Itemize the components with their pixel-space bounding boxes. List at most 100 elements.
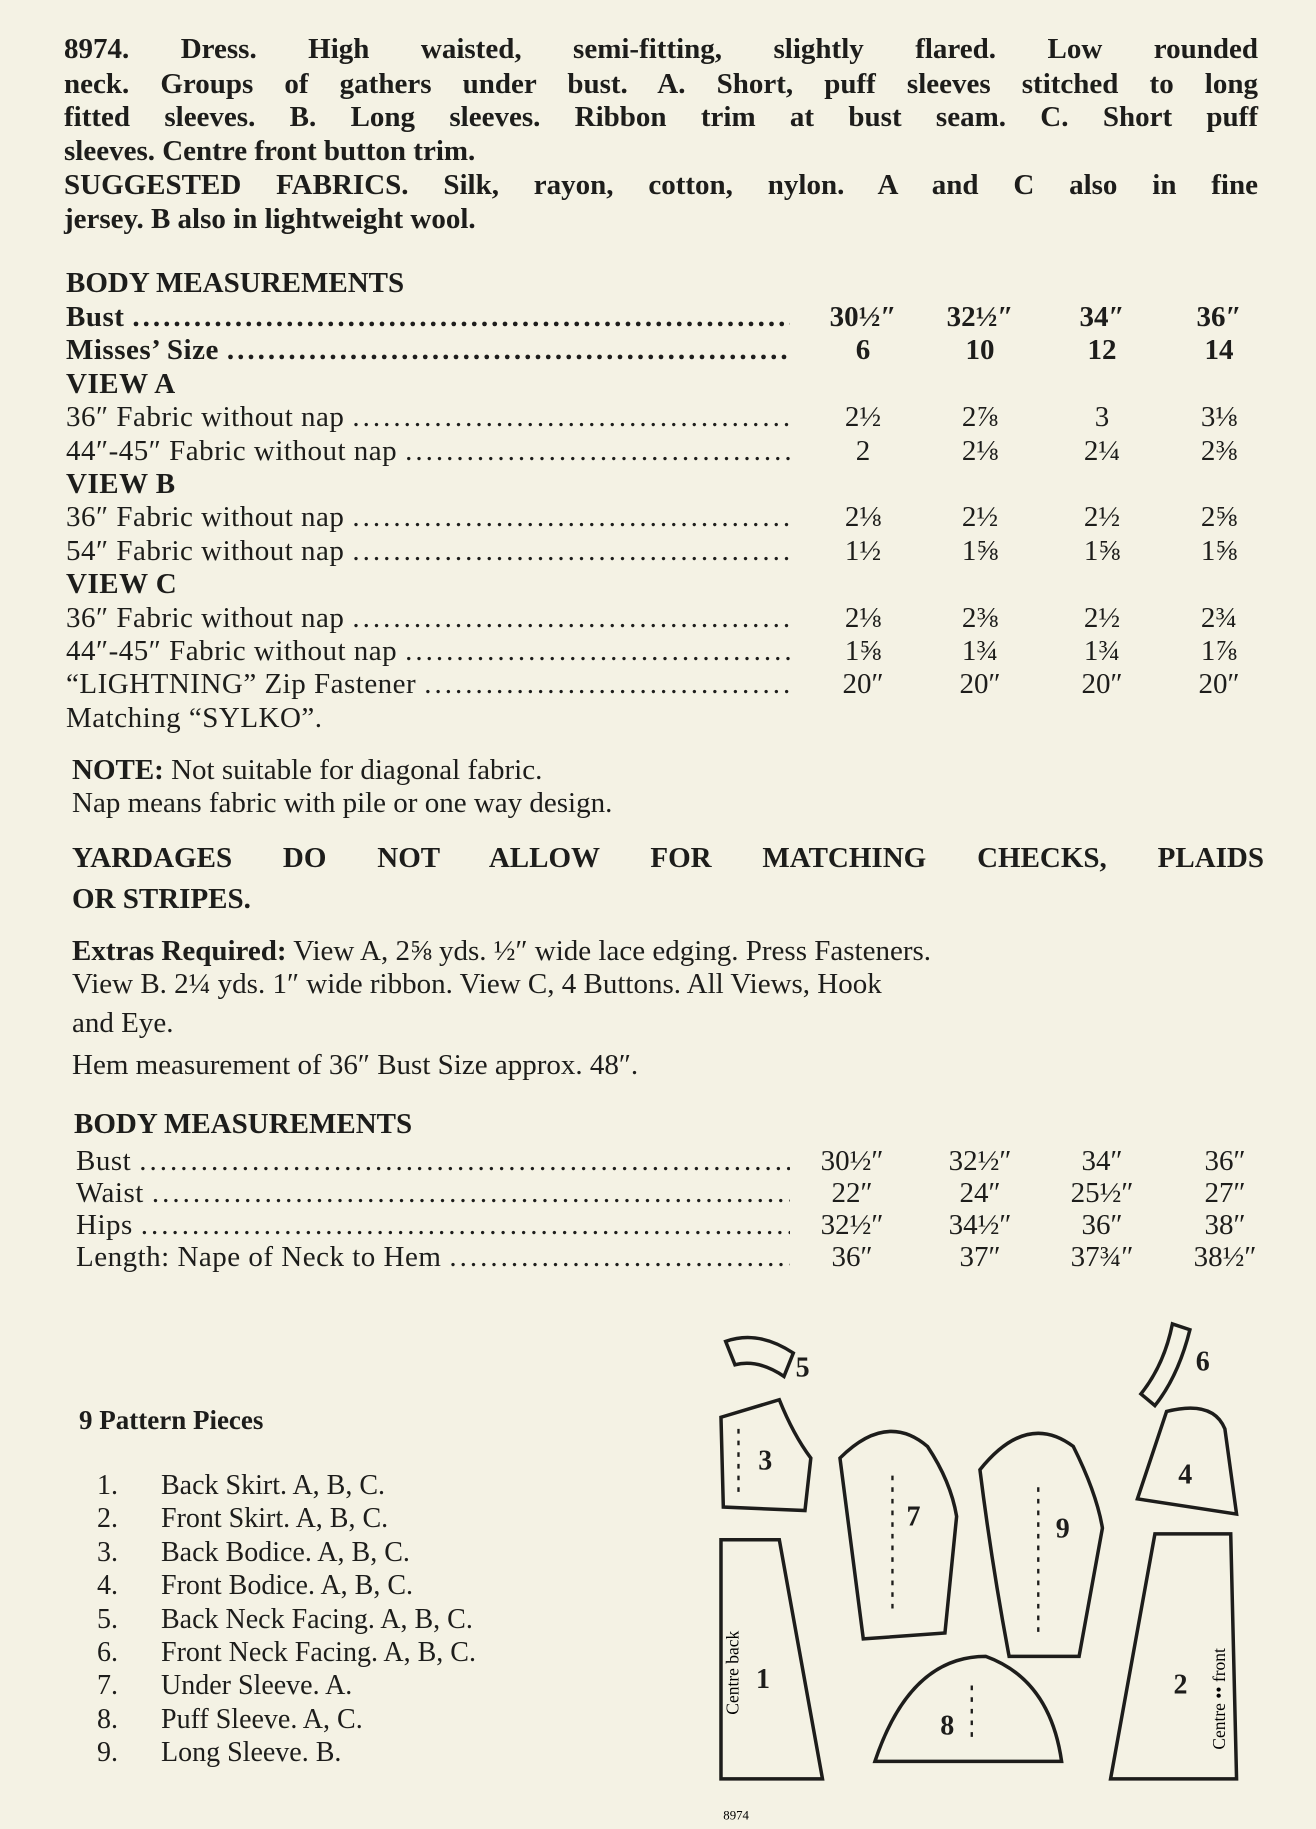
size-value: 30½″	[829, 301, 897, 333]
row-label: 44″-45″ Fabric without nap	[66, 635, 398, 667]
size-value: 37¾″	[1070, 1241, 1134, 1273]
row-label: 36″ Fabric without nap	[66, 601, 345, 634]
size-value: 36″	[831, 1241, 873, 1273]
row-label: VIEW B	[66, 468, 176, 500]
size-value: 30½″	[820, 1145, 884, 1177]
row-label: Bust	[76, 1145, 132, 1177]
size-value: 38″	[1204, 1209, 1246, 1241]
row-label: VIEW A	[66, 367, 176, 400]
dot-leader: ........................................…	[449, 1241, 790, 1273]
yardages-warning-cont: OR STRIPES.	[72, 883, 251, 915]
dot-leader: ........................................…	[140, 1209, 790, 1241]
size-value: 2¼	[1083, 434, 1121, 467]
piece-label-4: 4	[1178, 1460, 1192, 1491]
size-value: 34½″	[948, 1209, 1012, 1241]
size-value: 1⅝	[961, 534, 999, 567]
extras-line-2: View B. 2¼ yds. 1″ wide ribbon. View C, …	[72, 968, 882, 1000]
dot-leader: ........................................…	[151, 1177, 790, 1209]
piece-6-front-neck-facing	[1138, 1321, 1192, 1409]
pattern-piece-item: Long Sleeve. B.	[161, 1737, 342, 1769]
size-value: 1½	[844, 534, 882, 567]
size-value: 1⅝	[844, 635, 882, 667]
size-value: 27″	[1204, 1177, 1246, 1209]
yardages-warning: YARDAGES DO NOT ALLOW FOR MATCHING CHECK…	[72, 842, 1264, 874]
size-value: 1¾	[961, 635, 999, 667]
piece-5-back-neck-facing	[723, 1335, 796, 1380]
pattern-pieces-heading: 9 Pattern Pieces	[79, 1405, 264, 1435]
row-label: Bust	[66, 301, 125, 333]
piece-3-back-bodice	[719, 1397, 813, 1513]
size-value: 34″	[1081, 1145, 1123, 1177]
measurement-row: Waist...................................…	[76, 1176, 790, 1210]
measurement-row: 54″ Fabric without nap..................…	[66, 534, 790, 568]
extras-line-3: and Eye.	[72, 1007, 174, 1039]
piece-label-1: 1	[756, 1664, 770, 1695]
size-value: 12	[1087, 334, 1117, 367]
size-value: 32½″	[946, 301, 1014, 333]
size-value: 36″	[1204, 1145, 1246, 1177]
row-label: Length: Nape of Neck to Hem	[76, 1241, 442, 1273]
centre-front-label: Centre •• front	[1209, 1648, 1229, 1750]
row-label: 36″ Fabric without nap	[66, 401, 345, 434]
dot-leader: ........................................…	[424, 668, 790, 701]
piece-1-back-skirt	[719, 1537, 825, 1781]
piece-label-6: 6	[1196, 1347, 1210, 1378]
pattern-piece-number: 7.	[97, 1670, 118, 1702]
size-value: 20″	[1081, 668, 1123, 701]
size-value: 2½	[961, 501, 999, 534]
pattern-piece-number: 3.	[97, 1536, 118, 1568]
extras-line-1: Extras Required: View A, 2⅝ yds. ½″ wide…	[72, 934, 931, 968]
size-value: 24″	[959, 1177, 1001, 1209]
size-value: 10	[965, 334, 995, 367]
size-value: 2⅜	[961, 601, 999, 634]
measurement-row: Bust....................................…	[76, 1144, 790, 1178]
size-value: 20″	[842, 668, 884, 701]
measurement-row: Matching “SYLKO”.	[66, 701, 790, 735]
note-text: Not suitable for diagonal fabric.	[163, 754, 543, 786]
size-value: 2½	[1083, 501, 1121, 534]
measurement-row: 36″ Fabric without nap..................…	[66, 500, 790, 534]
measurement-row: 36″ Fabric without nap..................…	[66, 601, 790, 635]
piece-label-7: 7	[906, 1502, 920, 1533]
piece-4-front-bodice	[1135, 1406, 1239, 1517]
size-value: 2⅞	[961, 401, 999, 434]
dot-leader: ........................................…	[405, 434, 790, 467]
size-value: 14	[1204, 334, 1234, 367]
size-value: 2½	[1083, 601, 1121, 634]
row-label: Matching “SYLKO”.	[66, 701, 323, 734]
row-label: VIEW C	[66, 568, 178, 601]
size-value: 2⅛	[961, 434, 999, 467]
piece-label-5: 5	[796, 1352, 810, 1383]
size-value: 22″	[831, 1177, 873, 1209]
size-value: 1⅞	[1200, 635, 1238, 667]
size-value: 6	[855, 334, 871, 367]
measurement-row: Length: Nape of Neck to Hem.............…	[76, 1240, 790, 1274]
piece-label-2: 2	[1174, 1670, 1188, 1701]
row-label: Waist	[76, 1177, 144, 1209]
size-value: 2⅝	[1200, 501, 1238, 534]
description-line: neck. Groups of gathers under bust. A. S…	[64, 68, 1258, 100]
dot-leader: ........................................…	[405, 635, 790, 667]
size-value: 2⅛	[844, 501, 882, 534]
size-value: 1⅝	[1083, 534, 1121, 567]
piece-label-3: 3	[758, 1446, 772, 1477]
size-value: 36″	[1196, 301, 1242, 333]
size-value: 20″	[1198, 668, 1240, 701]
size-value: 1¾	[1083, 635, 1121, 667]
size-value: 36″	[1081, 1209, 1123, 1241]
centre-back-label: Centre back	[722, 1630, 742, 1714]
body-measurements-heading-2: BODY MEASUREMENTS	[74, 1108, 413, 1140]
row-label: 44″-45″ Fabric without nap	[66, 434, 398, 467]
dot-leader: ........................................…	[352, 534, 790, 567]
piece-9-long-sleeve	[978, 1431, 1105, 1659]
note-line-1: NOTE: Not suitable for diagonal fabric.	[72, 753, 542, 787]
view-heading: VIEW B	[66, 467, 790, 501]
pattern-piece-number: 6.	[97, 1637, 118, 1668]
size-value: 1⅝	[1200, 534, 1238, 567]
pattern-piece-item: Front Skirt. A, B, C.	[161, 1503, 389, 1535]
body-measurements-heading: BODY MEASUREMENTS	[66, 267, 405, 299]
pattern-piece-item: Front Bodice. A, B, C.	[161, 1570, 414, 1602]
dot-leader: ........................................…	[139, 1145, 790, 1177]
description-line: fitted sleeves. B. Long sleeves. Ribbon …	[64, 101, 1258, 133]
